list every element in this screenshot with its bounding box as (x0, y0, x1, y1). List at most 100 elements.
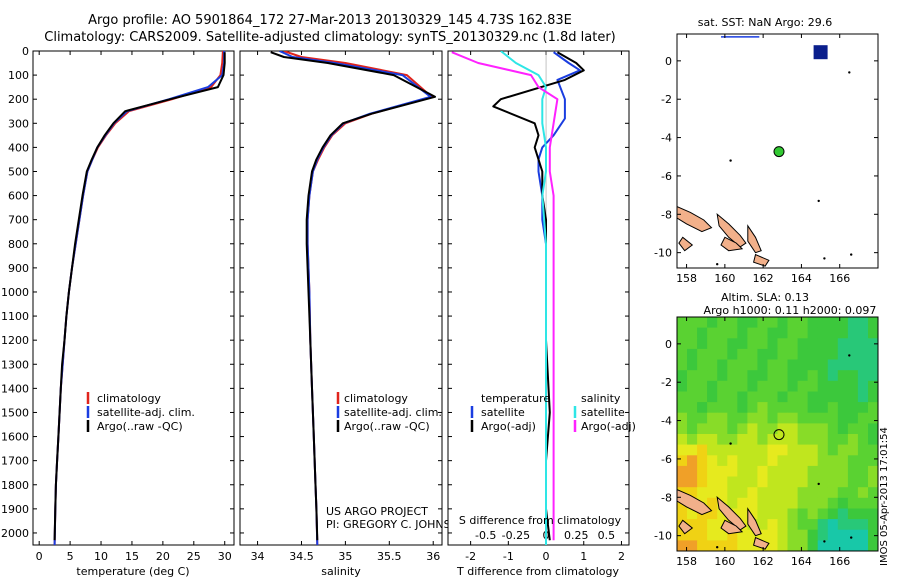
sla-cell (857, 391, 869, 403)
sla-cell (847, 412, 859, 424)
sla-cell (717, 317, 728, 329)
sla-cell (697, 465, 708, 477)
sla-cell (807, 455, 819, 467)
sla-cell (697, 519, 708, 531)
sla-cell (847, 327, 859, 339)
lon-tick-label: 158 (676, 555, 697, 568)
sla-cell (717, 338, 728, 350)
sla-cell (677, 434, 688, 446)
reef-dot (729, 159, 732, 162)
sla-cell (827, 391, 839, 403)
sla-cell (727, 487, 738, 499)
sla-cell (767, 412, 779, 424)
sla-cell (707, 465, 718, 477)
sla-cell (707, 519, 718, 531)
sla-cell (767, 317, 779, 329)
sla-cell (707, 327, 718, 339)
sla-cell (857, 402, 869, 414)
sla-cell (847, 465, 859, 477)
sla-cell (837, 348, 849, 360)
sla-cell (737, 338, 748, 350)
sla-cell (847, 444, 859, 456)
sla-cell (787, 391, 799, 403)
sla-cell (677, 402, 688, 414)
sla-cell (757, 348, 768, 360)
legend-header-temperature: temperature (481, 392, 550, 405)
depth-tick-label: 1400 (1, 382, 29, 395)
reef-dot (729, 442, 732, 445)
sla-cell (787, 540, 799, 551)
lat-tick-label: -8 (661, 208, 672, 221)
sla-cell (797, 497, 809, 509)
sla-cell (697, 412, 708, 424)
lat-tick-label: 0 (665, 55, 672, 68)
island (753, 253, 770, 267)
lon-tick-label: 162 (753, 555, 774, 568)
reef-dot (823, 257, 826, 260)
sla-cell (857, 465, 869, 477)
sla-cell (837, 444, 849, 456)
credit-line-2: PI: GREGORY C. JOHNSON (326, 518, 467, 531)
sla-cell (727, 327, 738, 339)
sla-cell (747, 476, 758, 488)
sla-cell (757, 412, 768, 424)
sla-cell (847, 359, 859, 371)
island (716, 213, 747, 248)
sla-cell (757, 508, 768, 520)
sla-cell (817, 402, 829, 414)
sla-cell (707, 317, 718, 329)
sla-cell (687, 465, 698, 477)
reef-dot (716, 263, 719, 266)
sla-cell (847, 380, 859, 392)
sla-cell (807, 423, 819, 435)
sla-cell (807, 327, 819, 339)
sla-cell (847, 348, 859, 360)
lat-tick-label: -6 (661, 453, 672, 466)
temperature-ticks: 0100200300400500600700800900100011001200… (1, 45, 234, 563)
sla-cell (737, 370, 748, 382)
sla-cell (697, 370, 708, 382)
sla-cell (868, 497, 878, 509)
temperature-legend: climatology satellite-adj. clim. Argo(..… (86, 392, 195, 433)
sla-cell (868, 434, 878, 446)
sla-cell (857, 359, 869, 371)
lat-tick-label: -6 (661, 170, 672, 183)
sla-cell (857, 497, 869, 509)
lon-tick-label: 160 (714, 272, 735, 285)
sla-cell (777, 348, 789, 360)
series-salinity-argo-adj- (451, 51, 559, 541)
sla-cell (827, 444, 839, 456)
sla-cell (807, 519, 819, 531)
sla-cell (727, 497, 738, 509)
sla-cell (807, 412, 819, 424)
sla-cell (717, 455, 728, 467)
sst-map-ticks: 158 160 162 164 166 0 -2 -4 -6 -8 -10 (654, 34, 878, 285)
sla-cell (787, 455, 799, 467)
sla-cell (777, 519, 789, 531)
sla-cell (827, 434, 839, 446)
sla-cell (727, 338, 738, 350)
sla-cell (757, 434, 768, 446)
sla-cell (837, 380, 849, 392)
sla-cell (817, 497, 829, 509)
x-tick-label: 0 (36, 550, 43, 563)
sla-cell (847, 455, 859, 467)
sla-cell (797, 317, 809, 329)
sla-cell (857, 540, 869, 551)
sla-map: Altim. SLA: 0.13 Argo h1000: 0.11 h2000:… (654, 291, 879, 568)
sla-cell (767, 338, 779, 350)
sla-cell (827, 465, 839, 477)
sla-cell (747, 465, 758, 477)
sla-cell (687, 370, 698, 382)
sla-cell (707, 391, 718, 403)
reef-dot (823, 540, 826, 543)
sla-cell (747, 508, 758, 520)
sla-cell (717, 487, 728, 499)
sla-cell (717, 423, 728, 435)
sla-cell (787, 370, 799, 382)
sla-cell (687, 434, 698, 446)
sla-cell (817, 359, 829, 371)
sla-cell (827, 380, 839, 392)
sla-cell (737, 380, 748, 392)
reef-dot (817, 482, 820, 486)
